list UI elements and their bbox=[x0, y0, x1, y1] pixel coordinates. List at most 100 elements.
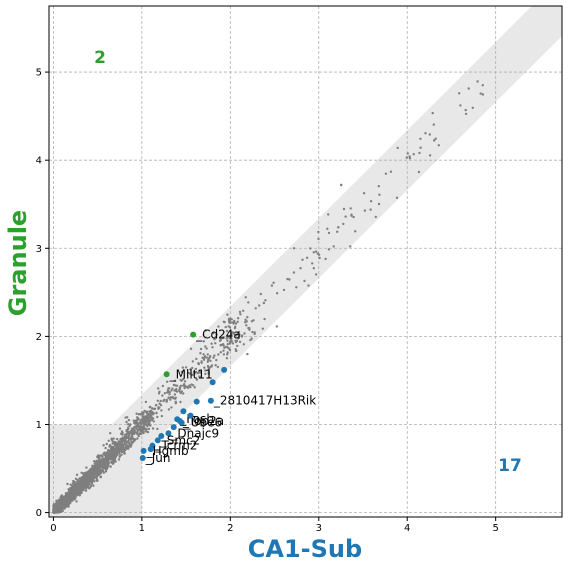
gene-point bbox=[230, 331, 234, 334]
gene-point bbox=[207, 371, 210, 374]
gene-point bbox=[225, 329, 229, 333]
gene-point bbox=[171, 395, 174, 399]
ca1-sub-point bbox=[193, 398, 200, 405]
gene-point bbox=[114, 450, 118, 453]
gene-point bbox=[226, 336, 230, 339]
gene-point bbox=[190, 383, 193, 386]
gene-point bbox=[52, 505, 55, 508]
gene-point bbox=[246, 316, 249, 319]
gene-point bbox=[112, 446, 115, 450]
gene-point bbox=[65, 504, 69, 507]
x-tick-label: 4 bbox=[404, 523, 410, 534]
gene-point bbox=[224, 325, 227, 329]
gene-point bbox=[344, 215, 347, 218]
gene-point bbox=[179, 400, 182, 404]
gene-point bbox=[434, 137, 437, 140]
gene-point bbox=[311, 262, 314, 265]
gene-point bbox=[405, 156, 408, 159]
gene-point bbox=[71, 495, 74, 498]
gene-point bbox=[230, 318, 233, 321]
gene-point bbox=[130, 431, 133, 434]
gene-point bbox=[228, 348, 232, 352]
gene-point bbox=[238, 340, 242, 344]
gene-point bbox=[377, 202, 381, 206]
gene-point bbox=[180, 370, 184, 374]
gene-point bbox=[113, 443, 117, 446]
gene-point bbox=[120, 450, 123, 454]
gene-point bbox=[116, 453, 119, 456]
gene-point bbox=[88, 475, 91, 478]
gene-point bbox=[107, 439, 110, 442]
gene-point bbox=[206, 360, 209, 363]
gene-point bbox=[109, 465, 112, 468]
gene-point bbox=[106, 459, 110, 462]
gene-point bbox=[136, 425, 139, 428]
gene-point bbox=[140, 431, 144, 434]
gene-point bbox=[69, 491, 72, 495]
gene-point bbox=[362, 192, 366, 195]
gene-point bbox=[161, 394, 164, 397]
ca1-sub-point bbox=[154, 437, 161, 444]
gene-point bbox=[374, 215, 377, 219]
gene-point bbox=[139, 419, 142, 422]
gene-point bbox=[240, 335, 244, 338]
gene-point bbox=[186, 371, 190, 375]
gene-point bbox=[125, 430, 128, 433]
ca1-sub-point bbox=[207, 397, 214, 404]
gene-point bbox=[157, 406, 160, 409]
gene-point bbox=[243, 332, 246, 335]
gene-point bbox=[318, 256, 321, 260]
plot-area: _2810417H13Rik_Fosb_Top2a_Ube6_Dnajc9_Sm… bbox=[49, 6, 562, 517]
gene-point bbox=[114, 447, 117, 451]
gene-point bbox=[111, 442, 114, 445]
gene-point bbox=[72, 479, 75, 483]
gene-point bbox=[396, 146, 399, 150]
gene-point bbox=[352, 215, 355, 219]
gene-point bbox=[326, 227, 329, 230]
gene-point bbox=[109, 432, 112, 435]
gene-point bbox=[183, 384, 187, 388]
gene-point bbox=[236, 337, 240, 340]
gene-point bbox=[105, 442, 108, 446]
gene-point bbox=[100, 464, 103, 468]
gene-point bbox=[242, 309, 245, 312]
gene-point bbox=[236, 320, 239, 323]
gene-point bbox=[147, 427, 151, 431]
gene-point bbox=[118, 440, 121, 443]
gene-point bbox=[327, 213, 330, 216]
ca1-sub-point bbox=[187, 412, 194, 419]
gene-point bbox=[145, 428, 148, 431]
gene-point bbox=[253, 332, 256, 336]
gene-point bbox=[130, 434, 134, 437]
gene-point bbox=[199, 347, 203, 351]
gene-point bbox=[207, 357, 210, 360]
gene-point bbox=[62, 500, 66, 503]
gene-point bbox=[96, 454, 100, 457]
gene-point bbox=[67, 489, 71, 493]
gene-point bbox=[203, 366, 206, 369]
gene-point bbox=[167, 390, 171, 394]
gene-point bbox=[132, 419, 135, 422]
gene-point bbox=[282, 288, 286, 292]
gene-point bbox=[125, 420, 128, 424]
gene-point bbox=[88, 487, 91, 490]
gene-point bbox=[160, 409, 163, 412]
gene-point bbox=[98, 456, 101, 459]
gene-point bbox=[163, 392, 167, 395]
gene-point bbox=[156, 427, 159, 431]
gene-point bbox=[119, 445, 122, 449]
gene-point bbox=[186, 386, 190, 390]
gene-point bbox=[246, 352, 249, 356]
gene-point bbox=[170, 389, 173, 392]
gene-point bbox=[120, 440, 123, 443]
gene-point bbox=[58, 504, 61, 507]
gene-point bbox=[242, 343, 245, 346]
gene-point bbox=[245, 324, 248, 327]
gene-point bbox=[156, 415, 159, 419]
gene-point bbox=[481, 84, 484, 87]
gene-point bbox=[221, 336, 224, 340]
gene-point bbox=[406, 152, 409, 155]
gene-point bbox=[317, 237, 320, 241]
gene-point bbox=[263, 317, 266, 321]
gene-point bbox=[314, 250, 318, 253]
